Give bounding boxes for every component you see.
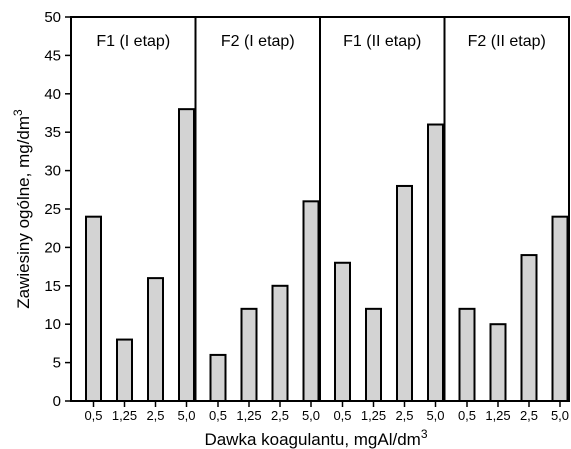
y-tick-label: 5 <box>53 355 61 372</box>
x-tick-label: 2,5 <box>395 408 413 423</box>
x-tick-label: 1,25 <box>112 408 137 423</box>
x-tick-label: 1,25 <box>485 408 510 423</box>
panel-title: F2 (I etap) <box>221 33 295 50</box>
plot-frame <box>70 16 570 402</box>
bar <box>240 307 258 402</box>
bar <box>271 284 289 402</box>
bar <box>551 215 569 402</box>
x-tick-label: 5,0 <box>426 408 444 423</box>
x-axis-title: Dawka koagulantu, mgAl/dm3 <box>204 427 427 449</box>
panel-title: F2 (II etap) <box>468 33 546 50</box>
y-tick-label: 20 <box>44 239 61 256</box>
x-tick-label: 5,0 <box>177 408 195 423</box>
y-axis-title-superscript: 3 <box>11 109 25 116</box>
y-tick-label: 15 <box>44 278 61 295</box>
x-tick-label: 5,0 <box>302 408 320 423</box>
bar <box>147 277 164 402</box>
x-tick-label: 1,25 <box>236 408 261 423</box>
bar <box>520 254 538 402</box>
bar <box>334 261 351 403</box>
bar <box>427 123 444 403</box>
x-tick-label: 0,5 <box>209 408 227 423</box>
chart-bars <box>85 108 569 403</box>
bar <box>209 353 227 403</box>
x-tick-label: 2,5 <box>520 408 538 423</box>
bar <box>489 323 507 403</box>
y-axis-ticks: 0 5 10 15 20 25 30 35 40 45 50 <box>44 9 71 410</box>
x-tick-label: 0,5 <box>84 408 102 423</box>
y-tick-label: 10 <box>44 316 61 333</box>
x-tick-label: 2,5 <box>146 408 164 423</box>
y-tick-label: 25 <box>44 201 61 218</box>
y-tick-label: 45 <box>44 47 61 64</box>
x-axis-title-superscript: 3 <box>421 427 428 441</box>
bar <box>458 307 476 402</box>
panel-title: F1 (I etap) <box>96 33 170 50</box>
x-tick-label: 2,5 <box>271 408 289 423</box>
x-tick-label: 0,5 <box>333 408 351 423</box>
x-tick-label: 1,25 <box>361 408 386 423</box>
y-tick-label: 35 <box>44 124 61 141</box>
panel-title: F1 (II etap) <box>343 33 421 50</box>
x-tick-label: 5,0 <box>551 408 569 423</box>
bar <box>365 307 382 402</box>
bar <box>302 200 320 402</box>
chart-panels: F1 (I etap) F2 (I etap) F1 (II etap) F2 (II… <box>96 17 546 401</box>
bar <box>178 108 195 402</box>
x-tick-label: 0,5 <box>458 408 476 423</box>
y-tick-label: 30 <box>44 163 61 180</box>
y-tick-label: 40 <box>44 86 61 103</box>
y-tick-label: 50 <box>44 9 61 26</box>
bar <box>85 215 102 402</box>
y-tick-label: 0 <box>53 393 61 410</box>
x-axis-ticks: 0,5 1,25 2,5 5,0 0,5 1,25 2,5 5,0 0,5 1,25 2,5 5,0 0… <box>84 401 569 423</box>
y-axis-title-text: Zawiesiny ogólne, mg/dm <box>14 116 33 309</box>
x-axis-title-text: Dawka koagulantu, mgAl/dm <box>204 430 420 449</box>
bar <box>116 338 133 402</box>
y-axis-title: Zawiesiny ogólne, mg/dm3 <box>11 109 33 309</box>
bar <box>396 184 413 402</box>
